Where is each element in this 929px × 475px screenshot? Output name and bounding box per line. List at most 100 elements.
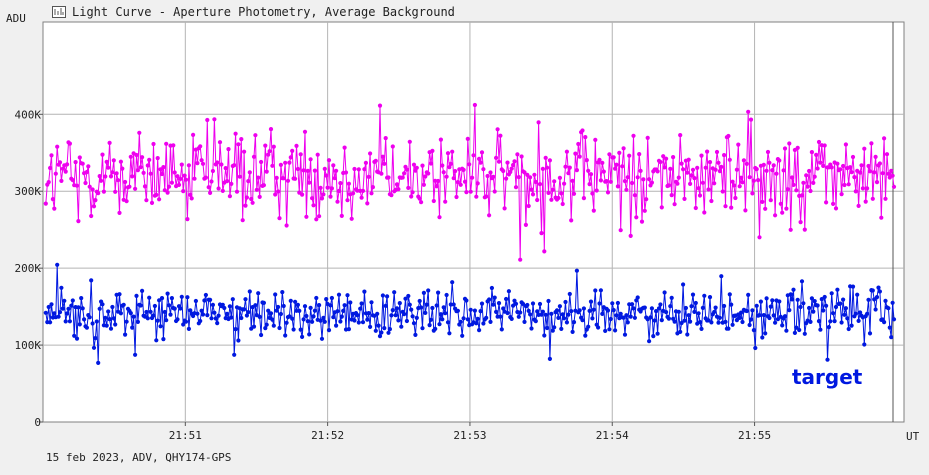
data-point-target bbox=[709, 320, 714, 325]
data-point-comparison bbox=[428, 161, 434, 166]
data-point-target bbox=[651, 334, 656, 339]
data-point-target bbox=[562, 316, 567, 321]
data-point-comparison bbox=[311, 203, 316, 208]
data-point-target bbox=[96, 360, 101, 365]
x-tick-label: 21:55 bbox=[738, 429, 771, 442]
data-point-target bbox=[70, 298, 75, 303]
data-point-comparison bbox=[172, 170, 177, 175]
data-point-target bbox=[487, 297, 492, 302]
data-point-comparison bbox=[472, 102, 477, 108]
data-point-target bbox=[699, 326, 704, 331]
data-point-comparison bbox=[440, 163, 445, 168]
data-point-target bbox=[717, 315, 723, 320]
data-point-target bbox=[642, 305, 647, 310]
data-point-comparison bbox=[693, 205, 698, 211]
data-point-comparison bbox=[266, 152, 271, 157]
data-point-target bbox=[239, 315, 244, 321]
data-point-target bbox=[93, 336, 98, 341]
data-point-target bbox=[168, 312, 173, 317]
data-point-target bbox=[832, 319, 837, 324]
data-point-comparison bbox=[431, 198, 436, 204]
data-point-comparison bbox=[883, 196, 888, 201]
series-line-target bbox=[45, 264, 895, 363]
data-point-comparison bbox=[90, 187, 95, 192]
data-point-target bbox=[571, 320, 577, 325]
data-point-comparison bbox=[200, 161, 206, 166]
data-point-target bbox=[341, 308, 346, 313]
data-point-target bbox=[209, 316, 214, 321]
data-point-target bbox=[488, 319, 493, 324]
data-point-comparison bbox=[281, 176, 286, 181]
data-point-target bbox=[69, 303, 74, 308]
data-point-comparison bbox=[116, 178, 121, 183]
data-point-target bbox=[175, 317, 180, 322]
data-point-comparison bbox=[799, 193, 805, 198]
data-point-target bbox=[763, 331, 768, 336]
data-point-comparison bbox=[525, 172, 530, 177]
data-point-target bbox=[375, 311, 380, 316]
data-point-target bbox=[284, 320, 289, 325]
data-point-target bbox=[414, 315, 419, 320]
data-point-target bbox=[268, 311, 274, 316]
data-point-target bbox=[855, 292, 860, 297]
data-point-comparison bbox=[593, 137, 598, 142]
data-point-target bbox=[242, 307, 247, 312]
data-point-comparison bbox=[470, 175, 475, 180]
data-point-target bbox=[552, 325, 557, 330]
y-tick-label: 300K bbox=[15, 185, 42, 198]
data-point-comparison bbox=[632, 193, 638, 198]
data-point-comparison bbox=[345, 198, 350, 203]
data-point-comparison bbox=[880, 171, 885, 176]
data-point-comparison bbox=[890, 173, 895, 178]
footer-info: 15 feb 2023, ADV, QHY174-GPS bbox=[46, 451, 232, 464]
data-point-comparison bbox=[414, 165, 419, 170]
data-point-comparison bbox=[107, 140, 112, 145]
data-point-comparison bbox=[400, 175, 405, 180]
data-point-comparison bbox=[590, 191, 595, 196]
data-point-comparison bbox=[543, 155, 548, 160]
data-point-comparison bbox=[127, 184, 132, 189]
data-point-target bbox=[236, 338, 241, 343]
data-point-target bbox=[271, 323, 276, 328]
data-point-comparison bbox=[140, 155, 145, 160]
data-point-comparison bbox=[229, 181, 234, 186]
data-point-target bbox=[676, 309, 681, 314]
data-point-comparison bbox=[574, 168, 580, 173]
data-point-target bbox=[798, 304, 803, 310]
data-point-comparison bbox=[570, 178, 575, 183]
data-point-comparison bbox=[128, 154, 133, 159]
data-point-comparison bbox=[203, 175, 208, 180]
data-point-target bbox=[664, 310, 669, 315]
data-point-comparison bbox=[334, 168, 339, 173]
data-point-comparison bbox=[80, 161, 85, 166]
data-point-comparison bbox=[785, 187, 790, 192]
data-point-target bbox=[62, 298, 67, 303]
data-point-comparison bbox=[757, 235, 762, 240]
data-point-comparison bbox=[618, 228, 623, 233]
data-point-comparison bbox=[208, 190, 213, 195]
data-point-target bbox=[506, 289, 511, 294]
data-point-target bbox=[100, 302, 105, 307]
data-point-target bbox=[379, 330, 384, 335]
data-point-target bbox=[63, 319, 68, 324]
data-point-target bbox=[161, 337, 166, 342]
data-point-comparison bbox=[750, 191, 755, 196]
data-point-comparison bbox=[220, 188, 225, 193]
data-point-comparison bbox=[822, 143, 827, 148]
data-point-comparison bbox=[462, 179, 468, 184]
data-point-target bbox=[761, 313, 766, 318]
data-point-target bbox=[188, 308, 193, 313]
data-point-comparison bbox=[370, 185, 375, 190]
data-point-target bbox=[754, 303, 759, 308]
data-point-target bbox=[630, 302, 635, 307]
data-point-comparison bbox=[96, 191, 101, 196]
data-point-comparison bbox=[535, 197, 540, 203]
data-point-target bbox=[526, 308, 531, 313]
data-point-target bbox=[815, 303, 820, 308]
data-point-comparison bbox=[189, 196, 194, 201]
data-point-comparison bbox=[406, 185, 411, 190]
data-point-comparison bbox=[84, 169, 89, 175]
data-point-comparison bbox=[552, 179, 557, 184]
data-point-target bbox=[737, 315, 742, 320]
